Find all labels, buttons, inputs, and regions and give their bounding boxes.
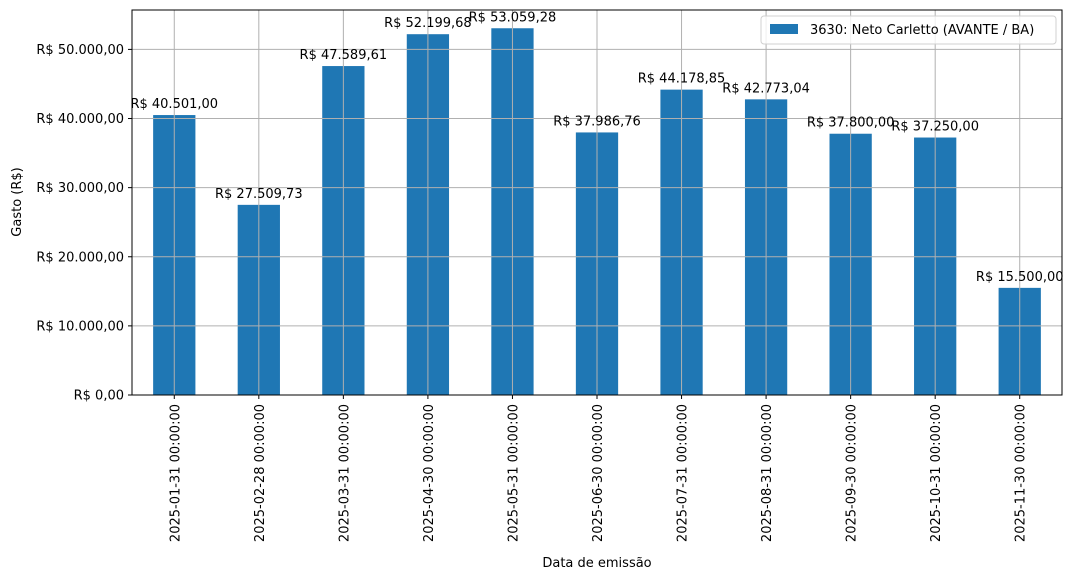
legend-swatch <box>770 24 798 34</box>
x-tick-label: 2025-03-31 00:00:00 <box>337 404 352 542</box>
legend-box <box>760 15 1057 45</box>
bar-value-label: R$ 42.773,04 <box>722 81 810 96</box>
bar-value-label: R$ 47.589,61 <box>300 48 388 63</box>
y-tick-label: R$ 40.000,00 <box>36 112 124 127</box>
x-tick-label: 2025-02-28 00:00:00 <box>253 404 268 542</box>
x-tick-label: 2025-01-31 00:00:00 <box>168 404 183 542</box>
bar-value-label: R$ 27.509,73 <box>215 187 303 202</box>
y-tick-label: R$ 50.000,00 <box>36 43 124 58</box>
y-tick-label: R$ 20.000,00 <box>36 250 124 265</box>
bar-value-label: R$ 44.178,85 <box>638 72 726 87</box>
x-tick-label: 2025-05-31 00:00:00 <box>506 404 521 542</box>
bar-value-label: R$ 37.250,00 <box>891 120 979 135</box>
y-axis: R$ 0,00 R$ 10.000,00 R$ 20.000,00 R$ 30.000… <box>36 43 132 404</box>
bar-value-label: R$ 53.059,28 <box>469 10 557 25</box>
legend-label: 3630: Neto Carletto (AVANTE / BA) <box>810 23 1034 38</box>
y-tick-label: R$ 0,00 <box>74 389 124 404</box>
x-axis: 2025-01-31 00:00:00 2025-02-28 00:00:00 20… <box>168 395 1029 542</box>
x-tick-label: 2025-07-31 00:00:00 <box>676 404 691 542</box>
bar-value-label: R$ 37.986,76 <box>553 114 641 129</box>
y-tick-label: R$ 10.000,00 <box>36 319 124 334</box>
x-tick-label: 2025-08-31 00:00:00 <box>760 404 775 542</box>
y-tick-label: R$ 30.000,00 <box>36 181 124 196</box>
bar-value-label: R$ 52.199,68 <box>384 16 472 31</box>
bar-value-label: R$ 15.500,00 <box>976 270 1064 285</box>
legend: 3630: Neto Carletto (AVANTE / BA) <box>760 15 1057 45</box>
bar-value-label: R$ 37.800,00 <box>807 116 895 131</box>
bar-value-label: R$ 40.501,00 <box>130 97 218 112</box>
x-axis-title: Data de emissão <box>542 556 651 571</box>
x-tick-label: 2025-06-30 00:00:00 <box>591 404 606 542</box>
bar-value-labels: R$ 40.501,00 R$ 27.509,73 R$ 47.589,61 R$ 5… <box>130 10 1063 285</box>
x-tick-label: 2025-10-31 00:00:00 <box>929 404 944 542</box>
y-axis-title: Gasto (R$) <box>10 167 25 236</box>
x-tick-label: 2025-09-30 00:00:00 <box>845 404 860 542</box>
x-tick-label: 2025-11-30 00:00:00 <box>1014 404 1029 542</box>
x-tick-label: 2025-04-30 00:00:00 <box>422 404 437 542</box>
